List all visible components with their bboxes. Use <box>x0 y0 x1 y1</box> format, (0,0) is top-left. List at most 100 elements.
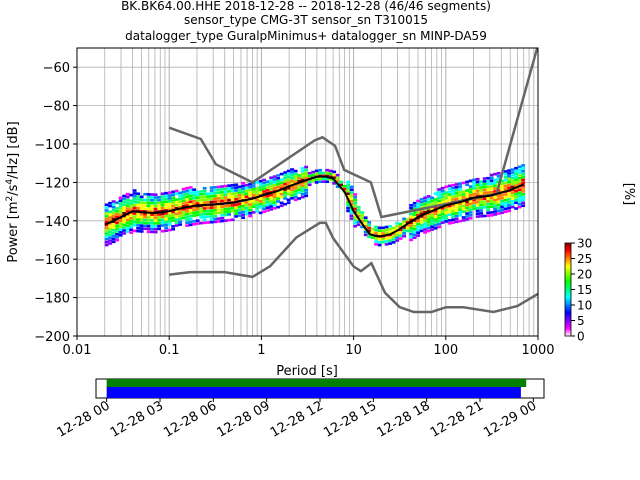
heatmap-cell <box>111 203 116 206</box>
heatmap-cell <box>118 222 123 226</box>
heatmap-cell <box>227 184 232 187</box>
heatmap-cell <box>255 201 260 204</box>
heatmap-cell <box>192 220 197 223</box>
heatmap-cell <box>118 228 123 231</box>
heatmap-cell <box>192 211 197 215</box>
heatmap-cell <box>234 194 239 198</box>
heatmap-cell <box>164 223 169 227</box>
heatmap-cell <box>517 191 522 195</box>
heatmap-cell <box>503 196 508 199</box>
heatmap-cell <box>451 218 456 221</box>
heatmap-cell <box>304 182 309 186</box>
heatmap-cell <box>216 194 221 197</box>
heatmap-cell <box>146 198 151 202</box>
heatmap-cell <box>104 238 109 241</box>
heatmap-cell <box>139 195 144 199</box>
heatmap-cell <box>146 230 151 234</box>
heatmap-cell <box>192 197 197 200</box>
heatmap-cell <box>461 207 466 211</box>
heatmap-cell <box>118 219 123 223</box>
heatmap-cell <box>213 186 218 189</box>
heatmap-cell <box>496 212 501 215</box>
heatmap-cell <box>213 191 218 195</box>
heatmap-cell <box>293 172 298 176</box>
heatmap-cell <box>482 177 487 180</box>
heatmap-cell <box>227 210 232 213</box>
heatmap-cell <box>129 213 134 217</box>
heatmap-cell <box>454 209 459 212</box>
heatmap-cell <box>216 205 221 209</box>
heatmap-cell <box>384 231 389 235</box>
heatmap-cell <box>349 197 354 200</box>
title-line-1: BK.BK64.00.HHE 2018-12-28 -- 2018-12-28 … <box>121 0 491 13</box>
heatmap-cell <box>143 213 148 216</box>
heatmap-cell <box>258 200 263 203</box>
heatmap-cell <box>409 232 414 236</box>
heatmap-cell <box>111 237 116 241</box>
heatmap-cell <box>153 230 158 234</box>
heatmap-cell <box>503 210 508 214</box>
heatmap-cell <box>419 203 424 207</box>
heatmap-cell <box>279 201 284 205</box>
heatmap-cell <box>318 171 323 175</box>
heatmap-cell <box>213 211 218 215</box>
x-tick-label: 0.01 <box>63 343 92 358</box>
heatmap-cell <box>230 198 235 201</box>
heatmap-cell <box>251 211 256 214</box>
heatmap-cell <box>290 176 295 180</box>
heatmap-cell <box>220 188 225 191</box>
heatmap-cell <box>199 201 204 205</box>
heatmap-cell <box>216 197 221 200</box>
heatmap-cell <box>486 202 491 206</box>
heatmap-cell <box>269 187 274 191</box>
heatmap-cell <box>468 214 473 217</box>
heatmap-cell <box>465 192 470 195</box>
heatmap-cell <box>262 201 267 205</box>
heatmap-cell <box>153 202 158 205</box>
heatmap-cell <box>335 179 340 183</box>
heatmap-cell <box>353 216 358 219</box>
heatmap-cell <box>412 201 417 205</box>
heatmap-cell <box>178 197 183 200</box>
y-axis-label: Power [m2/s4/Hz] [dB] <box>5 121 21 262</box>
heatmap-cell <box>248 194 253 198</box>
heatmap-cell <box>388 242 393 245</box>
heatmap-cell <box>262 178 267 182</box>
heatmap-cell <box>521 172 526 176</box>
heatmap-cell <box>353 198 358 202</box>
heatmap-cell <box>454 183 459 186</box>
heatmap-cell <box>174 221 179 224</box>
heatmap-cell <box>475 209 480 213</box>
heatmap-cell <box>125 195 130 199</box>
heatmap-cell <box>251 193 256 197</box>
heatmap-cell <box>283 174 288 177</box>
heatmap-cell <box>482 185 487 189</box>
heatmap-cell <box>468 199 473 203</box>
heatmap-cell <box>195 199 200 202</box>
heatmap-cell <box>230 206 235 210</box>
heatmap-cell <box>419 200 424 204</box>
heatmap-cell <box>419 220 424 224</box>
plot-frame <box>76 47 539 337</box>
heatmap-cell <box>146 204 151 208</box>
heatmap-cell <box>276 200 281 203</box>
heatmap-cell <box>514 181 519 184</box>
heatmap-cell <box>283 191 288 194</box>
heatmap-cell <box>475 203 480 207</box>
heatmap-cell <box>468 193 473 197</box>
heatmap-cell <box>104 229 109 232</box>
heatmap-cell <box>115 235 120 239</box>
heatmap-cell <box>241 201 246 205</box>
heatmap-cell <box>258 182 263 186</box>
heatmap-cell <box>356 220 361 224</box>
heatmap-cell <box>185 186 190 190</box>
heatmap-cell <box>416 202 421 206</box>
heatmap-cell <box>227 204 232 208</box>
heatmap-cell <box>185 215 190 219</box>
heatmap-cell <box>272 201 277 204</box>
heatmap-cell <box>132 203 137 207</box>
heatmap-cell <box>255 181 260 184</box>
heatmap-cell <box>472 178 477 182</box>
